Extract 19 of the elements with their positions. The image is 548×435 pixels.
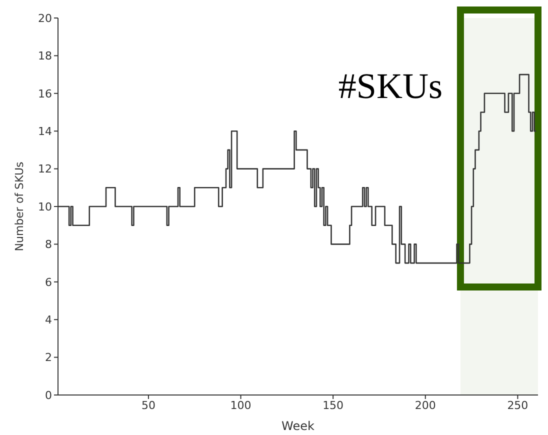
x-axis-title: Week: [282, 419, 314, 433]
y-tick-label: 18: [38, 50, 52, 63]
y-tick-label: 14: [38, 125, 52, 138]
y-tick-label: 2: [45, 351, 52, 364]
band-label: #SKUs: [338, 66, 442, 106]
y-tick-label: 8: [45, 238, 52, 252]
y-tick-label: 12: [38, 162, 52, 176]
y-tick-label: 6: [45, 276, 52, 289]
y-axis-title: Number of SKUs: [12, 162, 26, 252]
x-tick-label: 150: [322, 398, 344, 412]
y-tick-label: 0: [45, 388, 52, 402]
x-tick-label: 100: [230, 398, 252, 412]
y-tick-label: 4: [45, 314, 52, 327]
y-tick-label: 20: [38, 12, 52, 25]
y-tick-label: 10: [38, 200, 52, 214]
x-tick-label: 200: [414, 398, 436, 412]
x-tick-label: 250: [507, 398, 528, 412]
y-tick-label: 16: [38, 87, 52, 100]
x-tick-label: 50: [141, 398, 156, 412]
